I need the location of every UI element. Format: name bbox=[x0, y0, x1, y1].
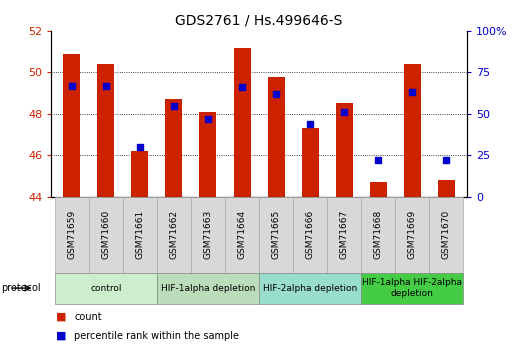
Text: GSM71668: GSM71668 bbox=[374, 210, 383, 259]
FancyBboxPatch shape bbox=[225, 197, 259, 273]
FancyBboxPatch shape bbox=[55, 197, 89, 273]
FancyBboxPatch shape bbox=[55, 273, 157, 304]
Point bbox=[170, 103, 178, 108]
Bar bbox=[63, 54, 80, 197]
Bar bbox=[302, 128, 319, 197]
Text: GSM71670: GSM71670 bbox=[442, 210, 451, 259]
Text: control: control bbox=[90, 284, 122, 293]
Bar bbox=[268, 77, 285, 197]
Point bbox=[204, 116, 212, 121]
Point bbox=[102, 83, 110, 88]
FancyBboxPatch shape bbox=[157, 273, 259, 304]
Bar bbox=[438, 180, 455, 197]
FancyBboxPatch shape bbox=[361, 273, 463, 304]
Text: GSM71660: GSM71660 bbox=[101, 210, 110, 259]
Text: HIF-2alpha depletion: HIF-2alpha depletion bbox=[263, 284, 357, 293]
Text: GSM71661: GSM71661 bbox=[135, 210, 144, 259]
FancyBboxPatch shape bbox=[157, 197, 191, 273]
Text: protocol: protocol bbox=[2, 283, 41, 293]
Text: GSM71666: GSM71666 bbox=[306, 210, 314, 259]
Bar bbox=[97, 64, 114, 197]
Title: GDS2761 / Hs.499646-S: GDS2761 / Hs.499646-S bbox=[175, 13, 343, 27]
FancyBboxPatch shape bbox=[123, 197, 157, 273]
Point bbox=[238, 85, 246, 90]
FancyBboxPatch shape bbox=[361, 197, 396, 273]
Text: GSM71663: GSM71663 bbox=[204, 210, 212, 259]
Bar bbox=[200, 112, 216, 197]
Point bbox=[374, 157, 382, 163]
Text: GSM71667: GSM71667 bbox=[340, 210, 349, 259]
Point bbox=[306, 121, 314, 127]
Text: percentile rank within the sample: percentile rank within the sample bbox=[74, 331, 240, 341]
Text: GSM71659: GSM71659 bbox=[67, 210, 76, 259]
Point bbox=[68, 83, 76, 88]
FancyBboxPatch shape bbox=[327, 197, 361, 273]
Text: HIF-1alpha HIF-2alpha
depletion: HIF-1alpha HIF-2alpha depletion bbox=[362, 278, 462, 298]
Bar bbox=[233, 48, 250, 197]
Text: GSM71662: GSM71662 bbox=[169, 210, 179, 259]
FancyBboxPatch shape bbox=[191, 197, 225, 273]
Text: ■: ■ bbox=[56, 331, 67, 341]
Point bbox=[272, 91, 280, 97]
Bar bbox=[165, 99, 183, 197]
Bar bbox=[336, 104, 353, 197]
FancyBboxPatch shape bbox=[89, 197, 123, 273]
Text: ■: ■ bbox=[56, 312, 67, 322]
Text: HIF-1alpha depletion: HIF-1alpha depletion bbox=[161, 284, 255, 293]
Bar bbox=[404, 64, 421, 197]
Text: GSM71669: GSM71669 bbox=[408, 210, 417, 259]
FancyBboxPatch shape bbox=[259, 273, 361, 304]
Point bbox=[136, 144, 144, 150]
Text: GSM71664: GSM71664 bbox=[238, 210, 247, 259]
Text: count: count bbox=[74, 312, 102, 322]
FancyBboxPatch shape bbox=[259, 197, 293, 273]
Point bbox=[442, 157, 450, 163]
Point bbox=[340, 109, 348, 115]
Text: GSM71665: GSM71665 bbox=[271, 210, 281, 259]
FancyBboxPatch shape bbox=[396, 197, 429, 273]
Bar bbox=[370, 182, 387, 197]
FancyBboxPatch shape bbox=[429, 197, 463, 273]
Bar bbox=[131, 151, 148, 197]
Point bbox=[408, 90, 417, 95]
FancyBboxPatch shape bbox=[293, 197, 327, 273]
